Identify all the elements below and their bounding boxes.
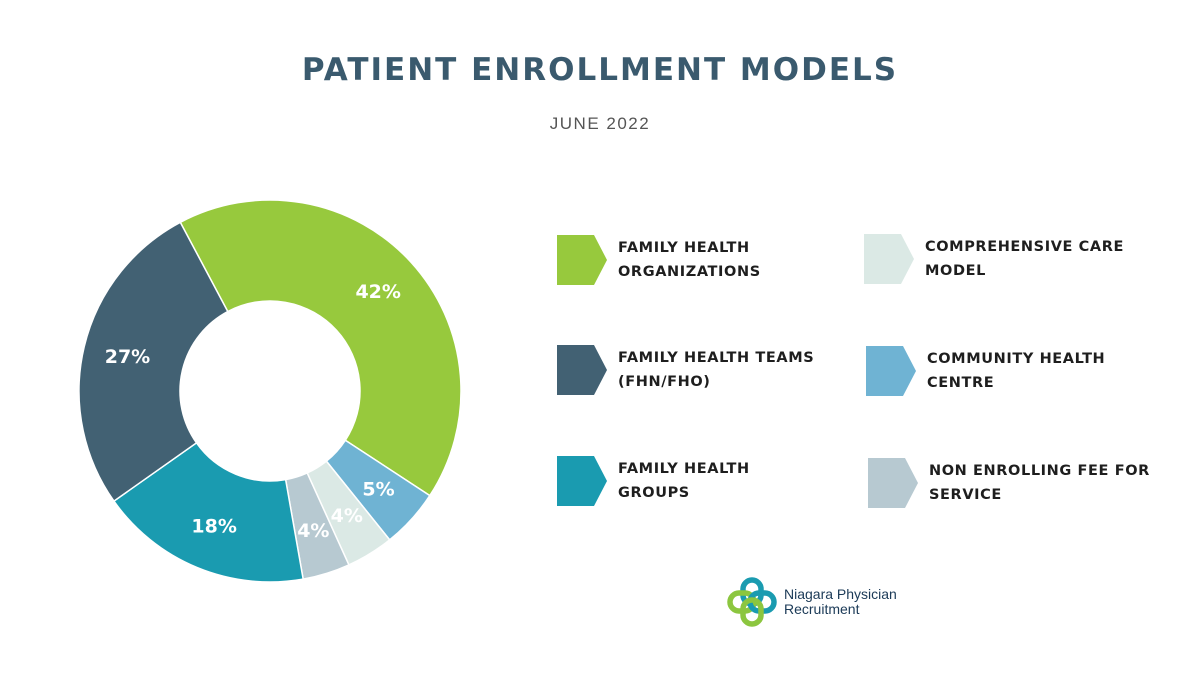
donut-slice-label-3: 4% <box>297 520 329 542</box>
legend-swatch <box>866 346 916 396</box>
page-title: PATIENT ENROLLMENT MODELS <box>301 52 899 88</box>
legend-label: COMMUNITY HEALTH CENTRE <box>927 351 1106 391</box>
donut-slice-label-5: 27% <box>105 346 150 368</box>
legend-label: COMPREHENSIVE CARE MODEL <box>925 239 1125 279</box>
donut-slice-4 <box>112 441 305 583</box>
donut-slice-5 <box>78 221 229 503</box>
legend-item-community-health-centre: COMMUNITY HEALTH CENTRE <box>866 346 1105 396</box>
legend-item-family-health-organizations: FAMILY HEALTH ORGANIZATIONS <box>557 235 761 285</box>
legend-label: NON ENROLLING FEE FOR SERVICE <box>929 463 1150 503</box>
legend-label: FAMILY HEALTH TEAMS (FHN/FHO) <box>618 350 815 390</box>
donut-chart: 42% 5% 4%4% 18% 27% <box>78 199 462 583</box>
donut-slice-label-4: 18% <box>191 515 236 537</box>
organization-logo: Niagara Physician Recruitment <box>726 576 897 628</box>
legend-label: FAMILY HEALTH ORGANIZATIONS <box>618 240 761 280</box>
legend-swatch <box>864 234 914 284</box>
legend-item-comprehensive-care-model: COMPREHENSIVE CARE MODEL <box>864 234 1124 284</box>
page-subtitle: JUNE 2022 <box>549 114 651 133</box>
donut-slice-label-1: 5% <box>362 478 394 500</box>
donut-slice-label-2: 4% <box>331 505 363 527</box>
legend-swatch <box>557 456 607 506</box>
legend-swatch <box>557 345 607 395</box>
legend-item-non-enrolling-fee-for-service: NON ENROLLING FEE FOR SERVICE <box>868 458 1150 508</box>
legend-swatch <box>557 235 607 285</box>
legend-item-family-health-teams: FAMILY HEALTH TEAMS (FHN/FHO) <box>557 345 814 395</box>
logo-wordmark: Niagara Physician Recruitment <box>784 586 897 617</box>
legend-swatch <box>868 458 918 508</box>
donut-slice-label-0: 42% <box>355 281 400 303</box>
legend-label: FAMILY HEALTH GROUPS <box>618 461 750 501</box>
legend-item-family-health-groups: FAMILY HEALTH GROUPS <box>557 456 750 506</box>
donut-slice-0 <box>179 199 462 497</box>
logo-cross-icon <box>727 577 777 627</box>
